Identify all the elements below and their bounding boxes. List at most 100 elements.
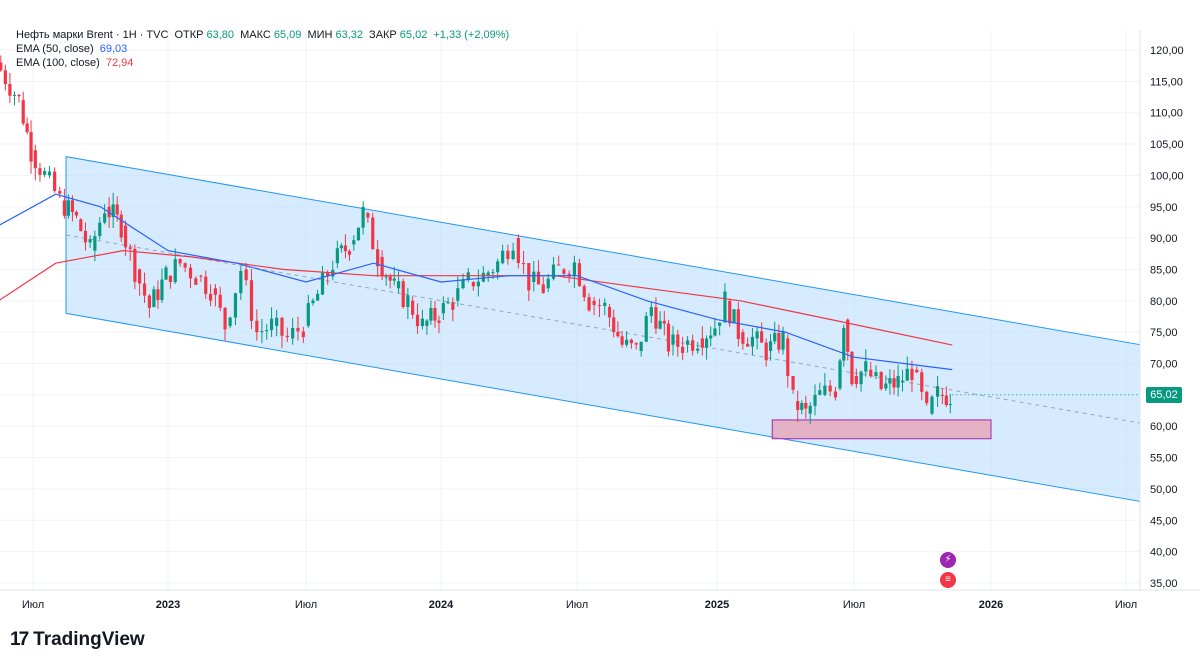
candle-body <box>8 84 12 96</box>
candle-body <box>481 272 485 282</box>
candle-body <box>123 225 128 248</box>
candle-body <box>541 284 545 294</box>
candle-body <box>147 295 152 308</box>
candle-body <box>850 351 854 385</box>
x-tick-label: Июл <box>566 599 588 611</box>
candle-body <box>70 200 75 213</box>
candle-body <box>128 247 132 249</box>
change-value: +1,33 (+2,09%) <box>433 29 510 41</box>
y-tick-label: 105,00 <box>1150 139 1184 151</box>
candle-body <box>456 288 460 301</box>
candle-body <box>551 264 556 279</box>
candle-body <box>178 259 182 264</box>
candle-body <box>406 295 410 308</box>
candle-body <box>33 150 37 169</box>
high-label: МАКС <box>240 29 271 41</box>
legend-ema50-row[interactable]: EMA (50, close) 69,03 <box>16 42 130 56</box>
candle-body <box>425 320 429 326</box>
lightning-icon[interactable]: ⚡ <box>940 552 956 568</box>
candle-body <box>777 332 781 350</box>
candle-body <box>316 293 320 301</box>
candle-body <box>301 331 305 338</box>
candle-body <box>98 222 102 237</box>
candle-body <box>142 283 147 296</box>
candle-body <box>567 273 571 277</box>
candle-body <box>532 271 536 282</box>
candle-body <box>265 330 269 332</box>
flag-icon[interactable]: ≡ <box>940 572 956 588</box>
candle-body <box>649 307 653 317</box>
candles <box>0 55 952 424</box>
candle-body <box>905 368 909 381</box>
x-tick-label: Июл <box>843 599 865 611</box>
candle-body <box>846 319 850 352</box>
candle-body <box>728 300 732 324</box>
candle-body <box>935 386 940 397</box>
legend-ema100-row[interactable]: EMA (100, close) 72,94 <box>16 56 136 70</box>
candle-body <box>249 280 254 321</box>
candle-body <box>900 380 905 383</box>
candle-body <box>764 342 768 361</box>
candle-body <box>603 302 607 306</box>
candle-body <box>910 368 914 380</box>
candle-body <box>213 288 217 295</box>
candle-body <box>3 70 7 85</box>
candle-body <box>66 200 71 216</box>
candle-body <box>896 375 900 388</box>
candle-body <box>879 372 883 390</box>
candle-body <box>696 348 700 351</box>
candle-body <box>441 303 445 314</box>
candle-body <box>111 204 115 218</box>
close-value: 65,02 <box>399 29 428 41</box>
candle-body <box>115 204 119 215</box>
candle-body <box>326 272 330 277</box>
candle-body <box>940 394 944 396</box>
x-tick-label: Июл <box>22 599 44 611</box>
legend-symbol-row: Нефть марки Brent · 1Н · TVC ОТКР 63,80 М… <box>16 28 512 42</box>
candle-body <box>47 171 52 176</box>
candle-body <box>88 239 92 243</box>
candle-body <box>420 318 425 327</box>
candle-body <box>796 401 800 410</box>
y-tick-label: 50,00 <box>1150 484 1178 496</box>
candle-body <box>888 378 892 384</box>
candle-body <box>691 340 695 351</box>
price-axis[interactable]: 120,00 115,00 110,00 105,00 100,00 95,00 90,00… <box>1150 45 1184 590</box>
candle-body <box>173 259 177 283</box>
candle-body <box>83 230 88 243</box>
candle-body <box>577 263 582 287</box>
tradingview-logo[interactable]: 17 TradingView <box>10 628 145 652</box>
y-tick-label: 55,00 <box>1150 453 1178 465</box>
ema50-line <box>0 193 953 371</box>
symbol-name[interactable]: Нефть марки Brent · 1Н · TVC <box>16 29 169 41</box>
candle-body <box>557 264 561 266</box>
candle-body <box>704 338 709 348</box>
y-tick-label: 60,00 <box>1150 421 1178 433</box>
candle-body <box>620 336 624 345</box>
candle-body <box>93 236 97 251</box>
candle-body <box>813 394 817 406</box>
candle-body <box>451 302 455 310</box>
candle-body <box>654 307 658 329</box>
y-tick-label: 90,00 <box>1150 233 1178 245</box>
candle-body <box>415 314 420 327</box>
candle-body <box>228 317 232 326</box>
open-value: 63,80 <box>206 29 235 41</box>
candle-body <box>371 217 375 250</box>
candle-body <box>700 338 704 348</box>
candle-body <box>361 206 365 228</box>
candle-body <box>380 256 384 277</box>
candle-body <box>612 317 616 333</box>
candle-body <box>58 190 62 194</box>
candle-body <box>356 227 361 241</box>
candle-body <box>915 369 919 373</box>
candle-body <box>496 261 500 273</box>
time-axis[interactable]: Июл 2023 Июл 2024 Июл 2025 Июл 2026 Июл <box>22 599 1137 611</box>
candle-body <box>828 385 832 392</box>
support-zone-rect <box>771 419 992 440</box>
candle-body <box>320 272 325 295</box>
candle-body <box>864 361 868 372</box>
candle-body <box>592 300 596 306</box>
candle-body <box>681 346 685 353</box>
